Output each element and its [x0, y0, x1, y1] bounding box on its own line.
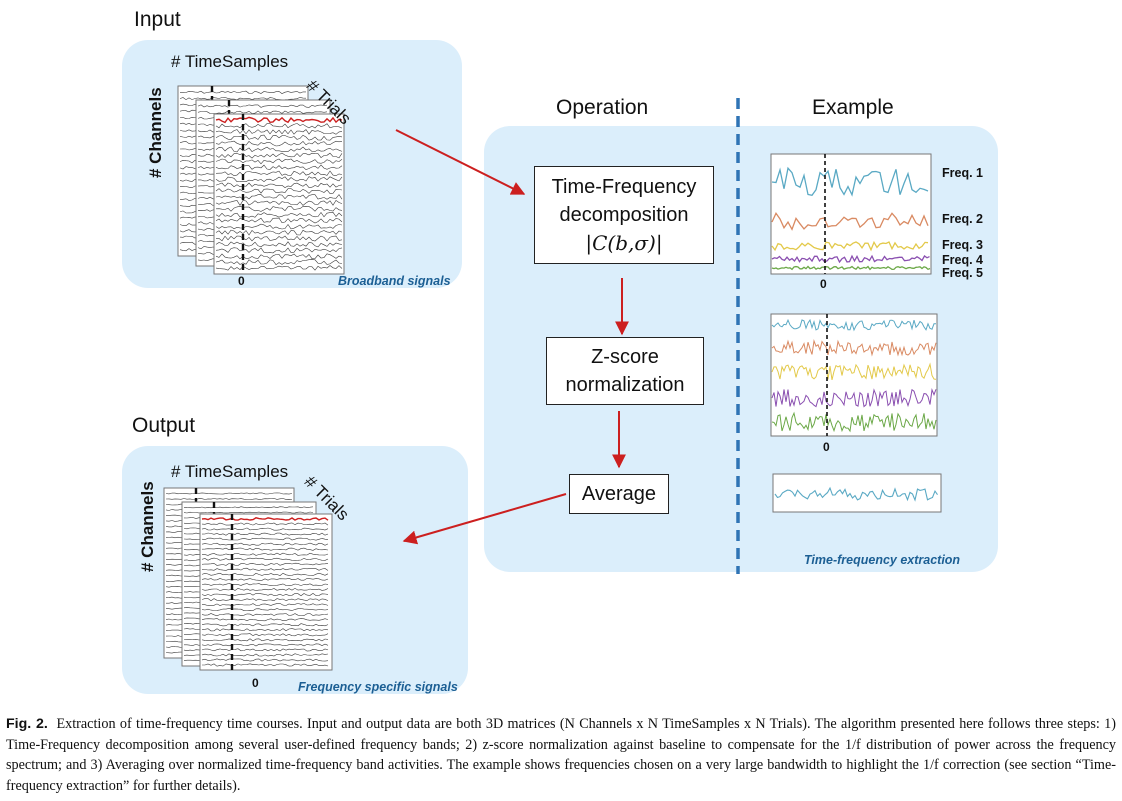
arrow-input-to-decomposition: [395, 129, 526, 195]
caption-text: Extraction of time-frequency time course…: [6, 716, 1116, 794]
operation-title: Operation: [556, 96, 649, 119]
output-channels-axis-label: # Channels: [138, 481, 157, 572]
average-box: Average: [569, 474, 669, 514]
input-time-axis-label: # TimeSamples: [171, 52, 289, 71]
input-panel-label: Broadband signals: [338, 274, 451, 288]
example-title: Example: [812, 96, 894, 119]
output-title: Output: [132, 414, 196, 437]
step2-line1: Z-score: [591, 346, 659, 368]
example-plot-raw: [770, 153, 932, 275]
freq-label-4: Freq. 4: [942, 253, 983, 267]
caption-label: Fig. 2.: [6, 716, 48, 732]
freq-label-3: Freq. 3: [942, 238, 983, 252]
example-plot-average: [772, 473, 942, 513]
example-panel-label: Time-frequency extraction: [804, 553, 961, 567]
step1-line2: decomposition: [559, 204, 689, 226]
input-trial-stack: [177, 85, 345, 275]
example-zero-tick-mid: 0: [823, 440, 830, 454]
input-title: Input: [134, 8, 181, 31]
zscore-normalization-box: Z-score normalization: [546, 337, 704, 405]
example-plot-zscored: [770, 313, 938, 437]
freq-label-1: Freq. 1: [942, 166, 983, 180]
time-frequency-decomposition-box: Time-Frequency decomposition |C(b,σ)|: [534, 166, 714, 264]
output-trial-stack: [163, 487, 333, 671]
output-panel-label: Frequency specific signals: [298, 680, 458, 694]
arrow-average-to-output: [402, 493, 567, 545]
step1-line1: Time-Frequency: [551, 176, 697, 198]
output-time-axis-label: # TimeSamples: [171, 462, 289, 481]
input-zero-tick: 0: [238, 274, 245, 288]
output-zero-tick: 0: [252, 676, 259, 690]
freq-label-5: Freq. 5: [942, 266, 983, 280]
step2-line2: normalization: [565, 374, 685, 396]
freq-label-2: Freq. 2: [942, 212, 983, 226]
step1-formula: |C(b,σ)|: [585, 231, 663, 255]
example-zero-tick-top: 0: [820, 277, 827, 291]
step3-label: Average: [581, 483, 657, 505]
figure-caption: Fig. 2. Extraction of time-frequency tim…: [6, 714, 1116, 796]
input-channels-axis-label: # Channels: [146, 87, 165, 178]
